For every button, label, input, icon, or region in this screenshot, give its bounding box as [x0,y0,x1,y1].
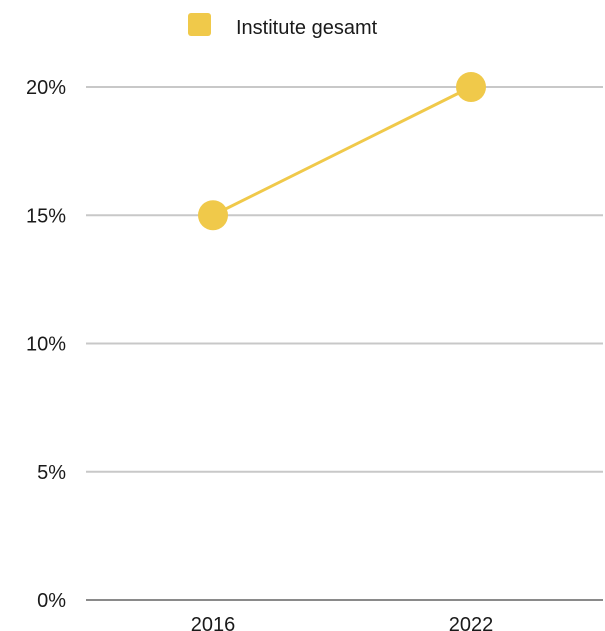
data-point [198,200,228,231]
data-point [456,72,486,102]
gridlines [86,86,603,601]
series-institute-gesamt [198,72,486,231]
y-axis-tick-labels: 0% 5% 10% 15% 20% [26,77,66,612]
legend: Institute gesamt [188,13,378,39]
y-tick-label: 0% [37,590,66,612]
y-tick-label: 5% [37,462,66,484]
y-tick-label: 20% [26,77,66,99]
legend-swatch [188,13,211,36]
series-line [211,85,473,217]
legend-label: Institute gesamt [236,17,378,39]
x-tick-label: 2022 [449,614,494,631]
x-axis-tick-labels: 2016 2022 [191,614,494,631]
y-tick-label: 10% [26,334,66,356]
y-tick-label: 15% [26,205,66,227]
x-tick-label: 2016 [191,614,236,631]
